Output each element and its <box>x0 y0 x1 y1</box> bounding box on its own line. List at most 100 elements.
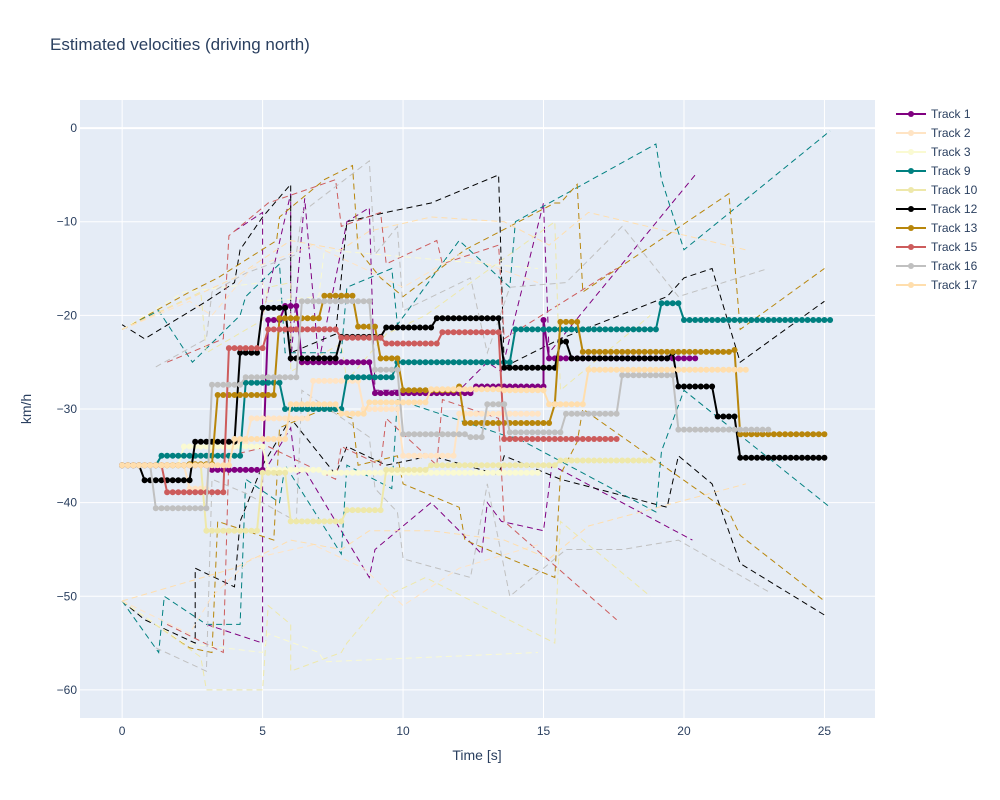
series-point <box>377 366 384 373</box>
series-point <box>518 462 524 469</box>
series-point <box>742 426 749 433</box>
legend-item[interactable]: Track 12 <box>896 202 978 216</box>
bound-dashed-line <box>166 398 617 654</box>
series-point <box>568 355 575 362</box>
series-point <box>456 462 463 469</box>
series-point <box>652 326 659 333</box>
legend-item[interactable]: Track 17 <box>896 278 978 292</box>
legend-label: Track 9 <box>931 164 971 178</box>
series-point <box>490 386 496 393</box>
y-tick-label: −30 <box>57 402 78 416</box>
series-point <box>686 366 693 373</box>
series-point <box>697 348 704 355</box>
series-point <box>495 410 502 417</box>
series-point <box>456 386 463 393</box>
series-point <box>220 392 227 398</box>
series-point <box>349 334 356 341</box>
series-point <box>293 303 300 309</box>
series-point <box>636 355 642 362</box>
series-point <box>400 399 407 406</box>
series-point <box>242 466 249 473</box>
series-point <box>467 386 474 393</box>
series-point <box>400 466 407 473</box>
series-point <box>473 420 480 426</box>
series-point <box>214 466 221 473</box>
series-point <box>664 348 671 355</box>
series-point <box>231 392 238 398</box>
series-point <box>714 426 721 433</box>
legend-item[interactable]: Track 10 <box>896 183 978 197</box>
series-point <box>596 457 603 464</box>
series-point <box>579 348 586 355</box>
series-point <box>607 326 614 333</box>
series-point <box>332 469 339 476</box>
series-point <box>652 366 659 373</box>
series-point <box>692 426 699 433</box>
series-point <box>602 366 609 373</box>
series-point <box>214 527 221 534</box>
series-point <box>501 469 508 476</box>
series-point <box>276 304 283 311</box>
bound-dashed-line <box>155 159 769 368</box>
series-point <box>186 505 193 512</box>
series-point <box>557 429 564 436</box>
series-point <box>770 431 777 438</box>
legend-item[interactable]: Track 2 <box>896 126 971 140</box>
series-point <box>540 436 547 442</box>
series-point <box>248 436 255 442</box>
series-point <box>259 469 266 476</box>
series-point <box>428 324 435 331</box>
series-point <box>725 348 732 355</box>
series-point <box>624 457 631 464</box>
series-point <box>338 359 345 366</box>
series-point <box>383 340 390 347</box>
series-point <box>641 348 648 355</box>
series-point <box>388 466 395 473</box>
series-point <box>248 392 255 398</box>
series-point <box>456 469 463 476</box>
series-point <box>461 386 468 393</box>
legend-item[interactable]: Track 9 <box>896 164 971 178</box>
legend-item[interactable]: Track 3 <box>896 145 971 159</box>
series-point <box>355 298 362 305</box>
series-point <box>518 420 524 426</box>
series-point <box>411 359 418 366</box>
legend-item[interactable]: Track 16 <box>896 259 978 273</box>
series-point <box>636 366 642 373</box>
series-point <box>804 454 811 461</box>
series-point <box>180 505 187 512</box>
series-point <box>551 401 558 408</box>
series-point <box>254 345 260 352</box>
x-tick-label: 10 <box>396 724 410 738</box>
bound-dashed-line <box>121 389 831 654</box>
series-point <box>225 345 232 352</box>
series-point <box>237 345 244 352</box>
series-point <box>355 323 362 330</box>
legend-item[interactable]: Track 15 <box>896 240 978 254</box>
series-point <box>529 326 536 333</box>
series-point <box>298 415 305 422</box>
legend-swatch-marker <box>908 225 914 231</box>
series-point <box>388 324 395 331</box>
legend[interactable]: Track 1 Track 2 Track 3 Track 9 Track 10 Trac… <box>896 107 978 292</box>
series-point <box>411 452 418 459</box>
series-point <box>793 317 800 323</box>
series-point <box>574 436 581 442</box>
series-point <box>546 326 553 333</box>
series-point <box>225 381 232 388</box>
series-point <box>686 383 693 390</box>
series-point <box>276 326 283 333</box>
series-point <box>568 318 575 325</box>
series-layer <box>119 292 834 534</box>
legend-item[interactable]: Track 1 <box>896 107 971 121</box>
series-point <box>821 317 828 323</box>
series-point <box>298 466 305 473</box>
series-point <box>518 326 524 333</box>
series-point <box>254 379 260 386</box>
series-point <box>546 436 553 442</box>
series-point <box>568 326 575 333</box>
legend-item[interactable]: Track 13 <box>896 221 978 235</box>
bound-dashed-line <box>121 544 539 635</box>
series-point <box>360 359 367 366</box>
